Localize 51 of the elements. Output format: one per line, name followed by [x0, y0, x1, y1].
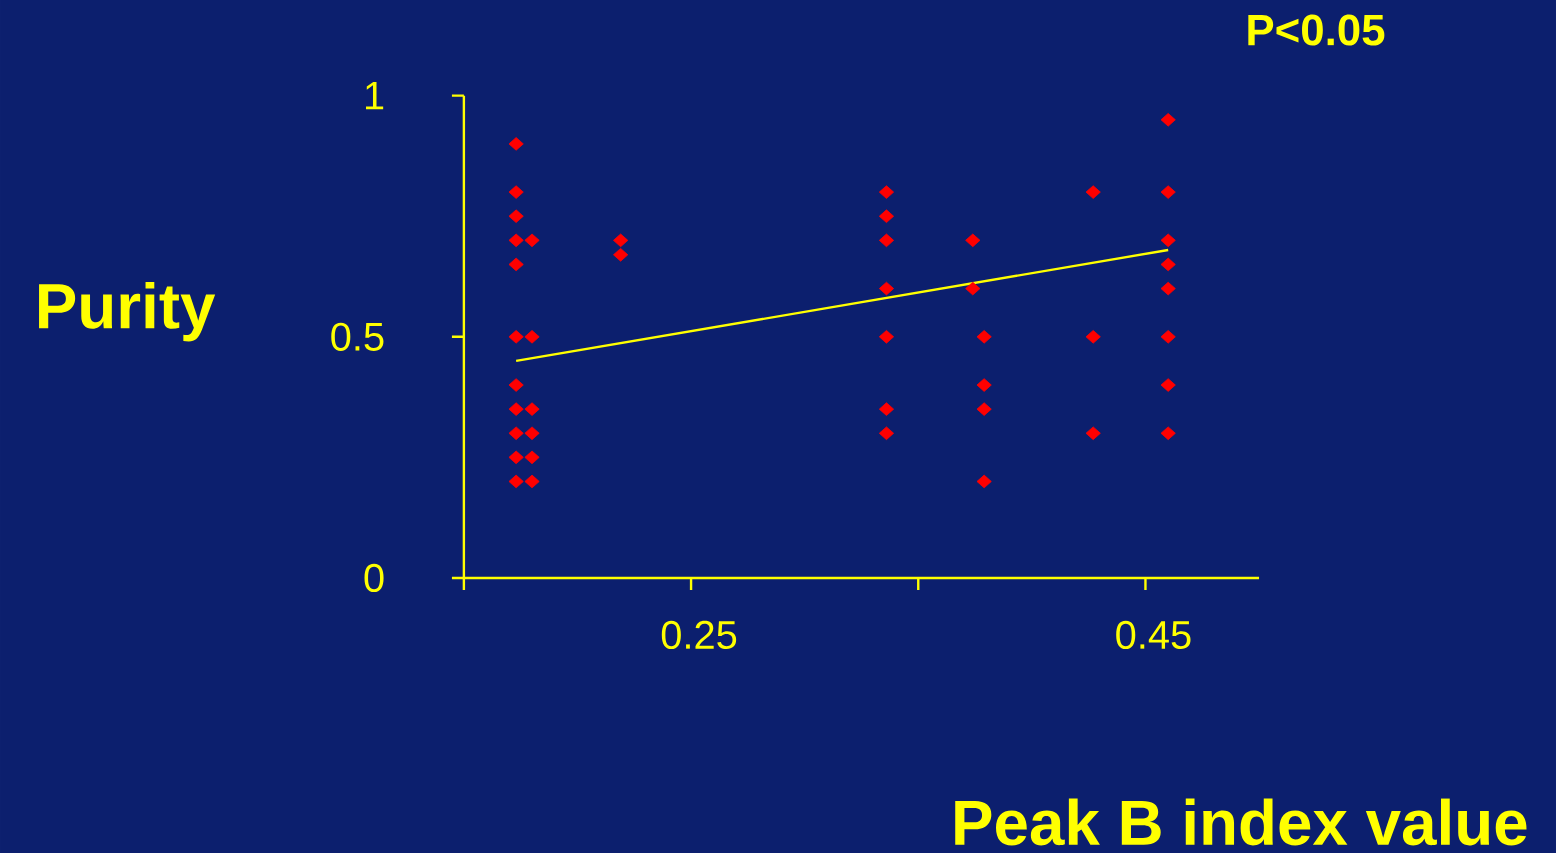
point: [508, 209, 524, 224]
point: [1160, 257, 1176, 272]
point: [508, 474, 524, 489]
point: [1160, 233, 1176, 248]
point: [508, 185, 524, 199]
x-axis-title: Peak B index value: [955, 798, 1527, 846]
x-tick-label: 0.25: [661, 620, 737, 650]
point: [1085, 426, 1101, 441]
point: [524, 450, 540, 465]
y-tick-label: 0.5: [331, 322, 384, 351]
point: [976, 402, 992, 416]
point: [878, 426, 895, 441]
point: [508, 426, 524, 441]
point: [1160, 426, 1176, 441]
text: P<0.05: [1248, 14, 1385, 46]
point: [508, 402, 524, 416]
point: [508, 137, 524, 151]
y-axis-title: Purity: [39, 282, 216, 342]
point: [1085, 330, 1101, 344]
point: [1160, 378, 1176, 392]
point: [508, 330, 524, 344]
point: [976, 378, 992, 392]
point: [524, 474, 540, 489]
point: [976, 474, 992, 489]
point: [524, 402, 540, 416]
point: [524, 426, 540, 441]
point: [613, 248, 629, 262]
point: [1085, 185, 1101, 199]
point: [508, 233, 524, 248]
point: [878, 233, 895, 248]
point: [508, 450, 524, 465]
point: [613, 233, 629, 248]
point: [878, 330, 895, 344]
point: [878, 185, 895, 199]
point: [1160, 281, 1176, 296]
point: [524, 233, 540, 248]
point: [1160, 185, 1176, 199]
point: [508, 257, 524, 272]
point: [1160, 113, 1176, 127]
point: [1160, 330, 1176, 344]
y-tick-label: 1: [366, 81, 384, 110]
point: [878, 209, 895, 224]
y-tick-label: 0: [364, 563, 384, 593]
point: [976, 330, 992, 344]
point: [878, 402, 895, 416]
point: [878, 281, 895, 296]
x-tick-label: 0.45: [1116, 620, 1191, 650]
point: [508, 378, 524, 392]
point: [965, 233, 981, 248]
point: [965, 281, 981, 296]
point: [524, 330, 540, 344]
